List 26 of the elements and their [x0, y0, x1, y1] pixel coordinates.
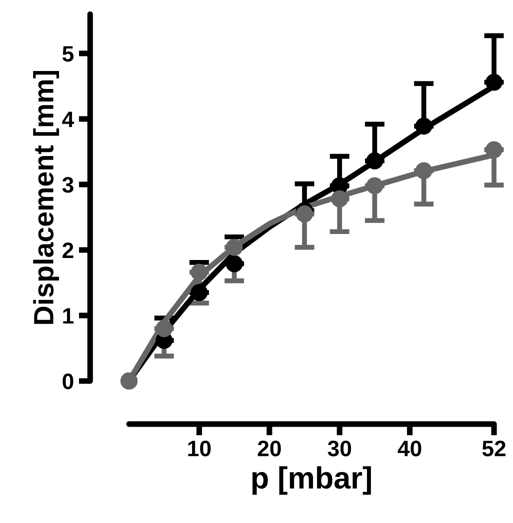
point	[156, 320, 173, 338]
point	[226, 238, 243, 256]
y-tick-label: 3	[62, 176, 74, 193]
point	[226, 255, 243, 272]
y-tick-label: 5	[62, 46, 74, 62]
x-tick-label: 52	[482, 440, 506, 456]
x-tick-label: 40	[398, 440, 422, 456]
x-axis-title: p [mbar]	[252, 466, 371, 495]
point	[486, 74, 503, 91]
x-tick-label: 20	[258, 440, 281, 456]
y-tick-label: 4	[62, 112, 74, 127]
point	[486, 141, 503, 158]
x-tick-label: 10	[188, 440, 211, 456]
point	[415, 162, 432, 180]
point	[415, 118, 432, 135]
point	[190, 284, 208, 302]
y-tick-label: 0	[62, 374, 74, 390]
y-tick-label: 1	[63, 308, 74, 324]
point	[190, 264, 208, 281]
point	[366, 152, 384, 170]
y-axis-title: Displacement [mm]	[33, 70, 60, 324]
y-tick-label: 2	[62, 242, 74, 258]
point	[366, 177, 384, 194]
point	[296, 205, 314, 222]
x-tick-label: 30	[328, 440, 352, 456]
point	[331, 190, 348, 208]
